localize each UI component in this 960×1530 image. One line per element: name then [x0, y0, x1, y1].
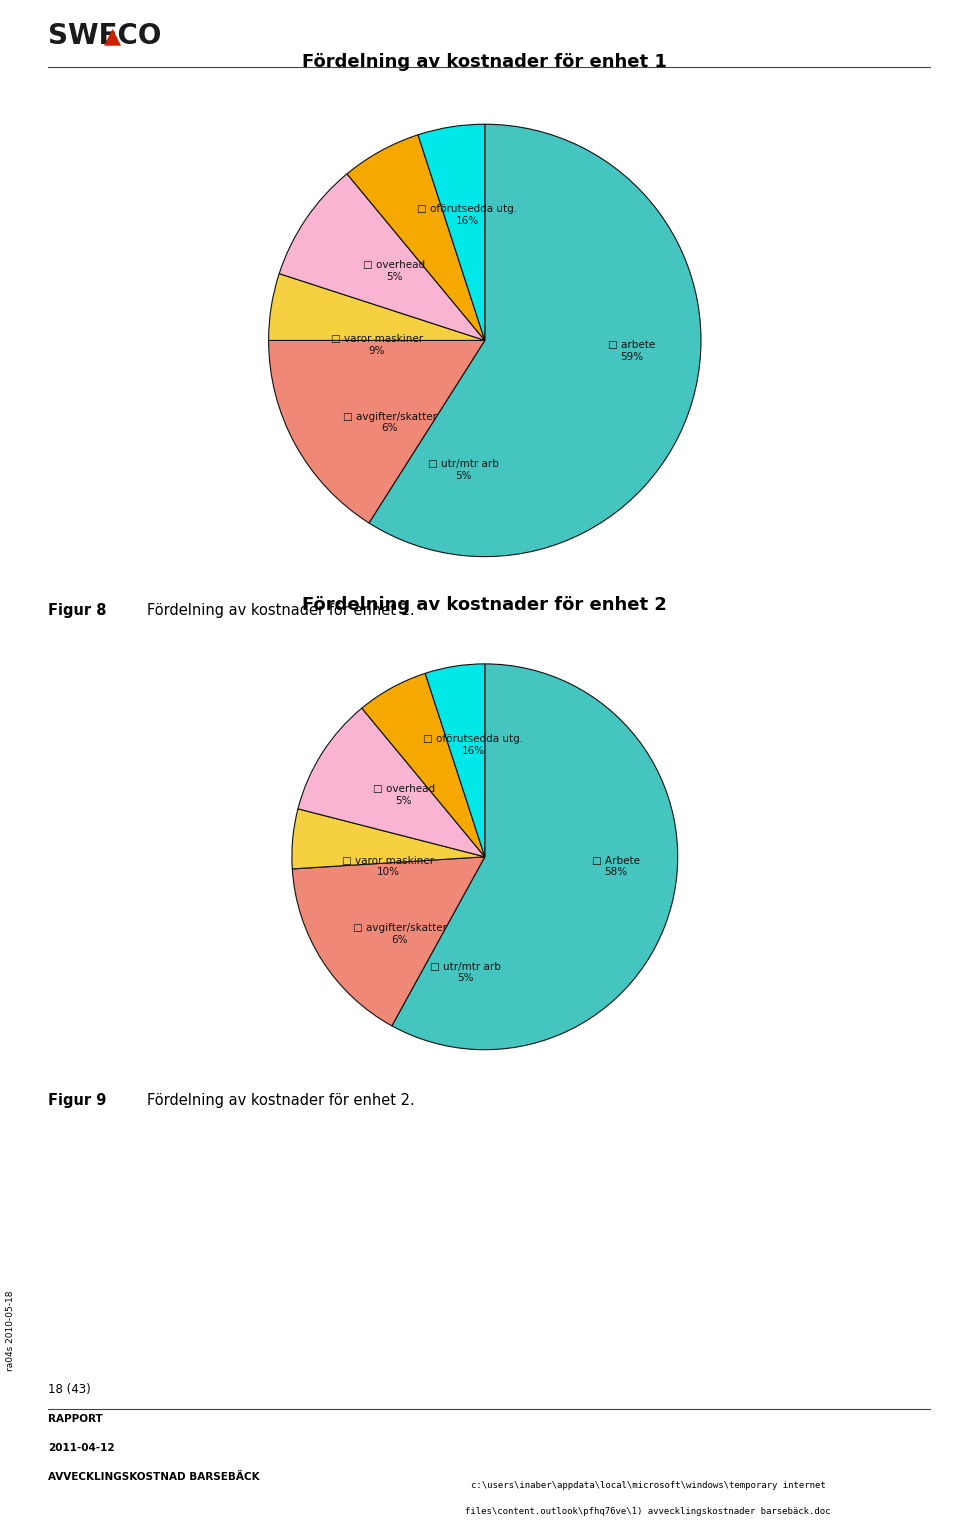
Title: Fördelning av kostnader för enhet 2: Fördelning av kostnader för enhet 2	[302, 597, 667, 614]
Wedge shape	[362, 673, 485, 857]
Wedge shape	[392, 664, 678, 1050]
Wedge shape	[269, 341, 485, 523]
Wedge shape	[369, 124, 701, 557]
Wedge shape	[347, 135, 485, 341]
Wedge shape	[279, 174, 485, 341]
Text: □ varor maskiner
9%: □ varor maskiner 9%	[330, 334, 422, 355]
Text: □ utr/mtr arb
5%: □ utr/mtr arb 5%	[430, 962, 501, 984]
Text: 2011-04-12: 2011-04-12	[48, 1443, 114, 1452]
Text: ra04s 2010-05-18: ra04s 2010-05-18	[6, 1291, 14, 1371]
Text: SWECO: SWECO	[48, 21, 161, 50]
Title: Fördelning av kostnader för enhet 1: Fördelning av kostnader för enhet 1	[302, 54, 667, 70]
Wedge shape	[425, 664, 485, 857]
Text: □ arbete
59%: □ arbete 59%	[609, 341, 656, 363]
Text: □ avgifter/skatter
6%: □ avgifter/skatter 6%	[343, 412, 437, 433]
Text: 18 (43): 18 (43)	[48, 1383, 91, 1395]
Text: □ overhead
5%: □ overhead 5%	[372, 785, 435, 806]
Text: Fördelning av kostnader för enhet 2.: Fördelning av kostnader för enhet 2.	[148, 1092, 415, 1108]
Text: RAPPORT: RAPPORT	[48, 1414, 103, 1424]
Text: □ oförutsedda utg.
16%: □ oförutsedda utg. 16%	[418, 203, 517, 226]
Text: Figur 8: Figur 8	[48, 603, 107, 618]
Text: AVVECKLINGSKOSTNAD BARSEBÄCK: AVVECKLINGSKOSTNAD BARSEBÄCK	[48, 1472, 259, 1481]
Text: Fördelning av kostnader för enhet 1.: Fördelning av kostnader för enhet 1.	[148, 603, 415, 618]
Text: □ utr/mtr arb
5%: □ utr/mtr arb 5%	[428, 459, 498, 480]
Wedge shape	[292, 857, 485, 1025]
Wedge shape	[418, 124, 485, 341]
Text: Figur 9: Figur 9	[48, 1092, 107, 1108]
Wedge shape	[269, 274, 485, 341]
Text: c:\users\inaber\appdata\local\microsoft\windows\temporary internet: c:\users\inaber\appdata\local\microsoft\…	[470, 1481, 826, 1490]
Text: □ Arbete
58%: □ Arbete 58%	[592, 855, 640, 877]
Wedge shape	[298, 708, 485, 857]
Wedge shape	[292, 809, 485, 869]
Text: □ oförutsedda utg.
16%: □ oförutsedda utg. 16%	[423, 734, 523, 756]
Text: □ varor maskiner
10%: □ varor maskiner 10%	[343, 855, 435, 877]
Text: □ avgifter/skatter
6%: □ avgifter/skatter 6%	[353, 923, 447, 944]
Text: □ overhead
5%: □ overhead 5%	[363, 260, 425, 282]
Text: files\content.outlook\pfhq76ve\1) avvecklingskostnader barsebäck.doc: files\content.outlook\pfhq76ve\1) avveck…	[466, 1507, 830, 1516]
Text: ▲: ▲	[105, 26, 122, 46]
